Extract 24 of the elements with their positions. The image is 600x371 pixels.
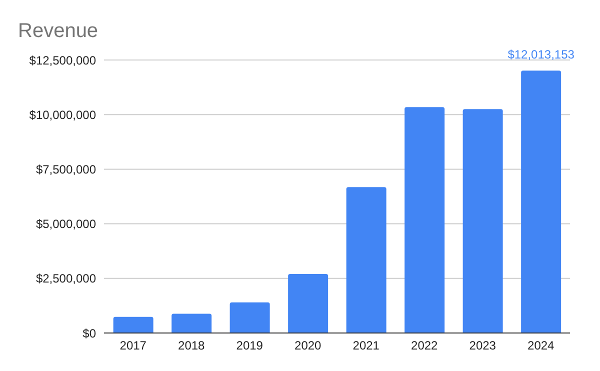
x-tick-label: 2018 xyxy=(178,338,206,353)
x-tick-label: 2019 xyxy=(236,338,264,353)
x-tick-label: 2020 xyxy=(294,338,322,353)
x-tick-label: 2023 xyxy=(469,338,496,353)
bar xyxy=(346,187,386,333)
bar xyxy=(113,316,154,333)
y-tick-label: $5,000,000 xyxy=(36,217,96,232)
bar xyxy=(288,274,328,333)
bar xyxy=(462,109,503,333)
x-tick-label: 2022 xyxy=(411,338,438,353)
y-tick-label: $10,000,000 xyxy=(29,108,96,122)
chart-title: Revenue xyxy=(18,20,98,43)
bar xyxy=(404,107,445,333)
x-tick-label: 2024 xyxy=(528,338,555,353)
bar xyxy=(230,302,270,333)
y-tick-label: $0 xyxy=(82,326,96,340)
x-tick-label: 2021 xyxy=(352,338,380,353)
bar xyxy=(172,314,212,333)
data-label: $12,013,153 xyxy=(508,48,575,62)
y-tick-label: $2,500,000 xyxy=(36,272,96,286)
bar xyxy=(521,70,562,333)
y-tick-label: $12,500,000 xyxy=(29,53,96,68)
y-tick-label: $7,500,000 xyxy=(36,162,96,176)
x-tick-label: 2017 xyxy=(120,338,147,353)
